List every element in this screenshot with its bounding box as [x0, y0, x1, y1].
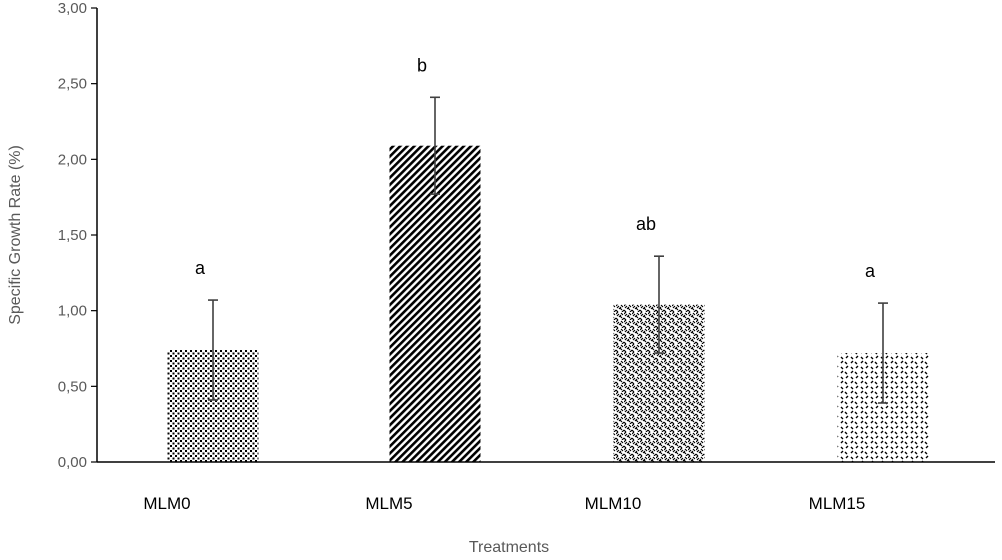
significance-label-mlm0: a — [195, 258, 206, 278]
significance-label-mlm5: b — [417, 55, 427, 75]
bars — [167, 145, 929, 463]
y-tick-label: 3,00 — [58, 0, 87, 17]
x-category-label-mlm10: MLM10 — [585, 494, 642, 513]
error-bar-mlm15 — [878, 302, 888, 404]
x-category-label-mlm5: MLM5 — [365, 494, 412, 513]
y-axis-ticks: 0,00 0,50 1,00 1,50 2,00 2,50 3,00 — [58, 0, 97, 471]
x-axis-categories: MLM0 MLM5 MLM10 MLM15 — [143, 494, 865, 513]
error-bar-mlm5 — [430, 96, 440, 195]
x-axis-title: Treatments — [469, 539, 549, 556]
y-tick-label: 1,50 — [58, 227, 87, 244]
error-bar-mlm0 — [208, 299, 218, 401]
error-bar-mlm10 — [654, 255, 664, 354]
x-category-label-mlm15: MLM15 — [809, 494, 866, 513]
y-tick-label: 0,50 — [58, 378, 87, 395]
error-bars — [208, 96, 888, 404]
bar-mlm5 — [389, 145, 481, 463]
y-tick-label: 0,00 — [58, 454, 87, 471]
significance-label-mlm10: ab — [636, 214, 656, 234]
y-tick-label: 2,50 — [58, 76, 87, 93]
y-tick-label: 2,00 — [58, 151, 87, 168]
y-axis-title: Specific Growth Rate (%) — [7, 145, 24, 325]
y-tick-label: 1,00 — [58, 303, 87, 320]
significance-label-mlm15: a — [865, 261, 876, 281]
x-category-label-mlm0: MLM0 — [143, 494, 190, 513]
